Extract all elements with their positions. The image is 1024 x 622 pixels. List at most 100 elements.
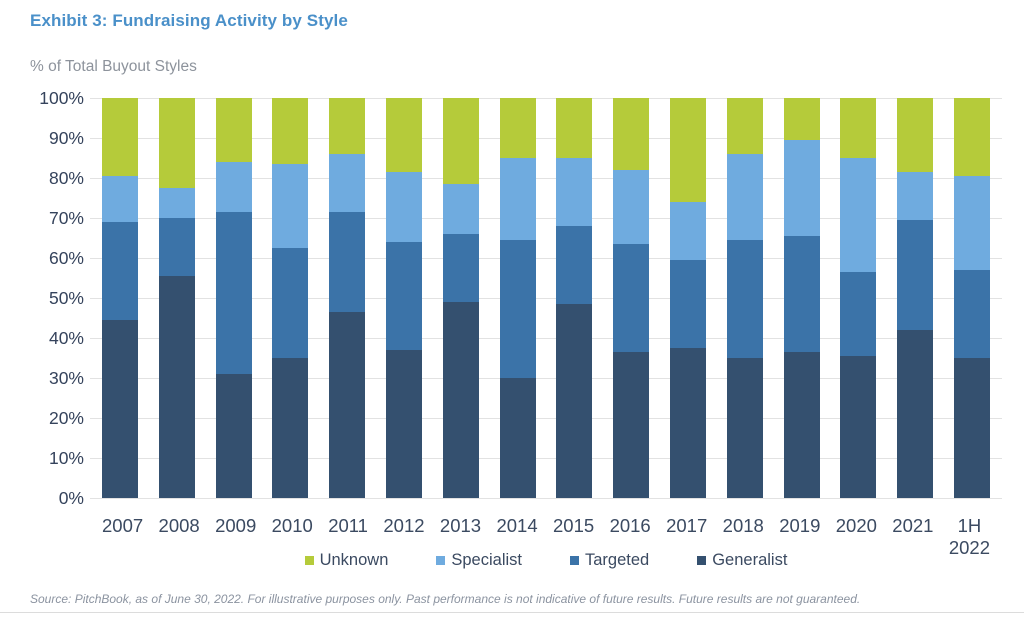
x-tick-label-2008: 2008	[158, 515, 200, 536]
x-tick-cell: 2020	[836, 515, 877, 559]
x-tick-cell: 1H 2022	[949, 515, 990, 559]
bar-segment-2011-specialist	[329, 154, 366, 212]
bar-2019	[783, 98, 820, 498]
bar-segment-2009-specialist	[215, 162, 252, 212]
bar-segment-2015-specialist	[556, 158, 593, 226]
x-tick-label-2019: 2019	[779, 515, 821, 536]
bar-segment-2007-specialist	[102, 176, 138, 222]
gridline-80	[90, 178, 1002, 179]
bar-segment-2008-unknown	[158, 98, 195, 188]
bar-segment-2009-unknown	[215, 98, 252, 162]
bar-segment-2007-generalist	[102, 320, 138, 498]
bar-segment-2019-unknown	[783, 98, 820, 140]
bar-segment-2011-generalist	[329, 312, 366, 498]
bar-segment-2019-generalist	[783, 352, 820, 498]
x-tick-label-2011: 2011	[328, 515, 368, 536]
gridline-90	[90, 138, 1002, 139]
bar-2009	[215, 98, 252, 498]
y-tick-label-70: 70%	[48, 208, 84, 228]
y-tick-label-10: 10%	[48, 448, 84, 468]
bar-2008	[158, 98, 195, 498]
bar-2013	[442, 98, 479, 498]
bar-2007	[102, 98, 138, 498]
bar-segment-2020-unknown	[840, 98, 877, 158]
x-tick-label-2010: 2010	[271, 515, 313, 536]
x-tick-cell: 2014	[496, 515, 537, 559]
bar-segment-2012-generalist	[385, 350, 422, 498]
bar-2011	[329, 98, 366, 498]
legend-swatch-icon	[436, 556, 446, 565]
legend-swatch-icon	[304, 556, 314, 565]
chart-y-axis-title: % of Total Buyout Styles	[30, 58, 197, 75]
bar-segment-1h-2022-generalist	[953, 358, 990, 498]
bar-segment-2020-specialist	[840, 158, 877, 272]
bar-segment-2021-generalist	[897, 330, 934, 498]
bar-segment-2013-generalist	[442, 302, 479, 498]
exhibit-title: Exhibit 3: Fundraising Activity by Style	[30, 11, 348, 30]
bar-segment-1h-2022-targeted	[953, 270, 990, 358]
legend-label: Unknown	[319, 551, 389, 569]
bar-segment-2012-unknown	[385, 98, 422, 172]
legend-label: Specialist	[451, 551, 522, 569]
bar-segment-1h-2022-unknown	[953, 98, 990, 176]
x-tick-label-2018: 2018	[722, 515, 764, 536]
chart-legend: Unknown Specialist Targeted Generalist	[90, 551, 1002, 570]
x-tick-label-2009: 2009	[215, 515, 257, 536]
x-tick-label-2016: 2016	[609, 515, 651, 536]
bar-segment-2021-unknown	[897, 98, 934, 172]
x-tick-cell: 2019	[779, 515, 820, 559]
legend-item-generalist: Generalist	[697, 551, 787, 570]
bar-segment-2013-targeted	[442, 234, 479, 302]
gridline-40	[90, 338, 1002, 339]
y-tick-label-60: 60%	[48, 248, 84, 268]
bar-segment-2018-specialist	[726, 154, 763, 240]
legend-label: Targeted	[585, 551, 650, 569]
x-tick-label-2021: 2021	[892, 515, 934, 536]
x-tick-label-2017: 2017	[666, 515, 708, 536]
x-axis-labels: 2007 2008 2009 2010 2011 2012 2013 2014 2015 2016…	[90, 515, 1002, 559]
bar-segment-2015-generalist	[556, 304, 593, 498]
bar-segment-2016-specialist	[613, 170, 650, 244]
bar-segment-2008-targeted	[158, 218, 195, 276]
bar-2020	[840, 98, 877, 498]
x-tick-cell: 2008	[159, 515, 200, 559]
y-tick-label-40: 40%	[48, 328, 84, 348]
bar-segment-2010-generalist	[272, 358, 309, 498]
bar-segment-2017-specialist	[669, 202, 706, 260]
bar-segment-2014-generalist	[499, 378, 536, 498]
bar-segment-2010-unknown	[272, 98, 309, 164]
bar-segment-2016-unknown	[613, 98, 650, 170]
x-tick-cell: 2021	[892, 515, 933, 559]
x-tick-label-2015: 2015	[553, 515, 595, 536]
bars	[90, 98, 1002, 498]
gridline-30	[90, 378, 1002, 379]
x-tick-cell: 2016	[610, 515, 651, 559]
bar-segment-2021-targeted	[897, 220, 934, 330]
bar-segment-2017-generalist	[669, 348, 706, 498]
bar-segment-2007-targeted	[102, 222, 138, 320]
bar-segment-2014-unknown	[499, 98, 536, 158]
legend-swatch-icon	[697, 556, 707, 565]
bar-segment-2007-unknown	[102, 98, 138, 176]
y-tick-label-90: 90%	[48, 128, 84, 148]
x-tick-cell: 2013	[440, 515, 481, 559]
bar-2010	[272, 98, 309, 498]
y-tick-label-0: 0%	[58, 488, 84, 508]
bar-segment-2015-targeted	[556, 226, 593, 304]
x-tick-cell: 2011	[328, 515, 368, 559]
bar-segment-2018-generalist	[726, 358, 763, 498]
gridline-100	[90, 98, 1002, 99]
bar-segment-2017-unknown	[669, 98, 706, 202]
x-tick-cell: 2007	[102, 515, 143, 559]
bar-segment-2010-specialist	[272, 164, 309, 248]
bar-2016	[613, 98, 650, 498]
gridline-20	[90, 418, 1002, 419]
legend-item-unknown: Unknown	[304, 551, 389, 570]
gridline-0	[90, 498, 1002, 499]
bar-2021	[897, 98, 934, 498]
x-tick-label-2014: 2014	[496, 515, 538, 536]
bar-segment-2008-specialist	[158, 188, 195, 218]
bar-segment-2019-targeted	[783, 236, 820, 352]
bar-2014	[499, 98, 536, 498]
bar-2018	[726, 98, 763, 498]
